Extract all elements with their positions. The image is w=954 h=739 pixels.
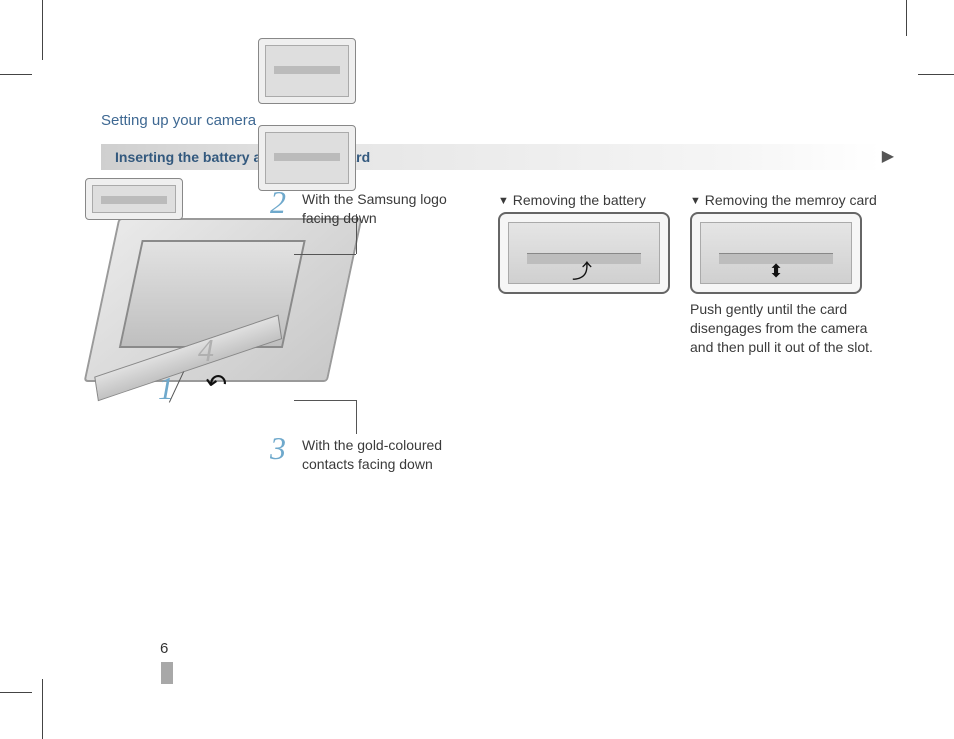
crop-mark bbox=[918, 74, 954, 75]
inset-inner bbox=[92, 185, 176, 213]
pull-arrow-icon: ⤴ bbox=[572, 255, 592, 284]
triangle-down-icon: ▼ bbox=[690, 195, 701, 207]
removing-battery-label: ▼ Removing the battery bbox=[498, 192, 646, 208]
page-number: 6 bbox=[160, 640, 168, 657]
callout-line bbox=[294, 254, 356, 255]
step-3-text: With the gold-coloured contacts facing d… bbox=[302, 436, 472, 474]
push-instruction-text: Push gently until the card disengages fr… bbox=[690, 300, 890, 357]
close-direction-arrow-icon: ↶ bbox=[202, 366, 229, 400]
crop-mark bbox=[906, 0, 907, 36]
breadcrumb: Setting up your camera bbox=[101, 112, 256, 129]
crop-mark bbox=[0, 74, 32, 75]
removing-card-label: ▼ Removing the memroy card bbox=[690, 192, 877, 208]
inset-inner bbox=[265, 45, 349, 97]
camera-diagram: ↶ bbox=[101, 210, 456, 435]
step-2-text: With the Samsung logo facing down bbox=[302, 190, 472, 228]
crop-mark bbox=[42, 679, 43, 739]
latch-inset-illustration bbox=[85, 178, 183, 220]
inset-inner bbox=[265, 132, 349, 184]
callout-line bbox=[294, 400, 356, 401]
section-heading: Inserting the battery and memory card bbox=[101, 144, 881, 170]
removing-battery-text: Removing the battery bbox=[513, 192, 646, 208]
step-number-3: 3 bbox=[270, 430, 286, 467]
triangle-down-icon: ▼ bbox=[498, 195, 509, 207]
crop-mark bbox=[0, 692, 32, 693]
memory-card-inset-illustration bbox=[258, 125, 356, 191]
continue-arrow-icon: ▶ bbox=[882, 146, 894, 166]
crop-mark bbox=[42, 0, 43, 60]
page-tab-marker bbox=[161, 662, 173, 684]
step-number-1: 1 bbox=[158, 370, 174, 407]
camera-body-illustration bbox=[84, 218, 363, 382]
step-number-4: 4 bbox=[198, 332, 214, 369]
callout-line bbox=[356, 400, 357, 434]
remove-card-diagram: ⬍ bbox=[690, 212, 862, 294]
battery-inset-illustration bbox=[258, 38, 356, 104]
push-arrow-icon: ⬍ bbox=[768, 261, 783, 282]
step-number-2: 2 bbox=[270, 184, 286, 221]
remove-battery-diagram: ⤴ bbox=[498, 212, 670, 294]
removing-card-text: Removing the memroy card bbox=[705, 192, 877, 208]
